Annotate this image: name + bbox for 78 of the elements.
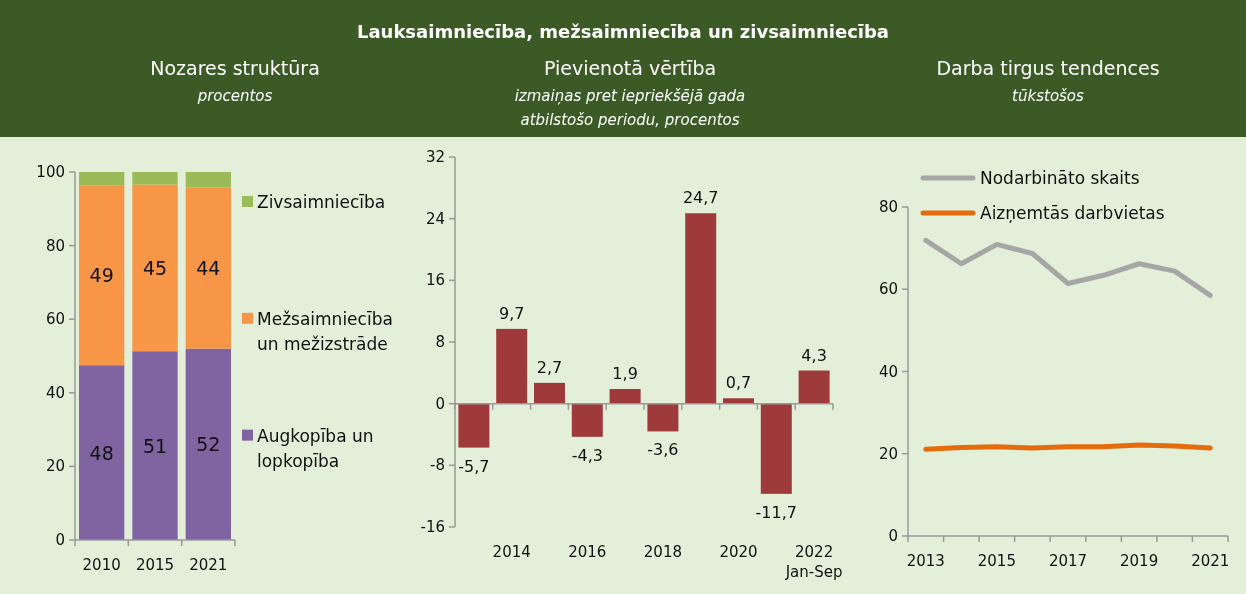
y-tick-label: 20: [878, 444, 898, 463]
bar: [79, 185, 125, 366]
bar: [760, 403, 792, 494]
data-label: 49: [89, 264, 114, 287]
bar: [132, 351, 178, 540]
x-tick-label: 2013: [906, 552, 945, 570]
data-label: 52: [196, 433, 221, 456]
chart-title: Darba tirgus tendences: [936, 57, 1160, 79]
bar: [132, 184, 178, 352]
chart-title: Nozares struktūra: [150, 57, 320, 79]
bar: [79, 365, 125, 540]
y-tick-label: 0: [435, 394, 445, 413]
x-tick-label: 2010: [82, 556, 121, 574]
x-tick-label: 2015: [135, 556, 175, 574]
legend-label: Zivsaimniecība: [257, 192, 386, 212]
legend-label: Augkopība un lopkopība: [257, 425, 374, 471]
y-tick-label: 80: [45, 236, 65, 255]
y-tick-label: 80: [878, 198, 898, 216]
x-tick-label: 2022 Jan-Sep: [784, 543, 843, 581]
bar: [647, 403, 679, 432]
data-label: 0,7: [725, 373, 752, 393]
y-tick-label: 8: [435, 333, 445, 351]
data-label: 1,9: [612, 364, 638, 384]
bar: [185, 172, 231, 188]
y-tick-label: 100: [36, 163, 65, 181]
data-label: -4,3: [571, 445, 603, 465]
bar: [132, 172, 178, 185]
x-tick-label: 2021: [1191, 552, 1230, 570]
y-tick-label: 60: [878, 280, 898, 299]
y-tick-label: 40: [878, 362, 898, 381]
y-tick-label: 60: [45, 310, 65, 329]
x-tick-label: 2014: [492, 543, 531, 561]
x-tick-label: 2019: [1120, 552, 1159, 570]
text: Lauksaimniecība, mežsaimniecība un zivsaimniecība: [356, 21, 890, 42]
bar: [723, 398, 754, 404]
bar: [496, 328, 528, 404]
bar: [185, 348, 231, 540]
data-label: -3,6: [647, 440, 679, 460]
bar: [534, 382, 565, 404]
x-tick-label: 2020: [719, 543, 758, 561]
chart-subtitle: izmaiņas pret iepriekšējā gada atbilstošo periodu, procentos: [514, 87, 746, 129]
data-label: 48: [89, 441, 114, 464]
bar: [798, 370, 830, 404]
y-tick-label: 20: [45, 457, 65, 476]
chart-subtitle: tūkstošos: [1012, 87, 1085, 105]
data-label: 51: [142, 434, 168, 457]
y-tick-label: 16: [425, 271, 445, 290]
bar: [685, 213, 717, 404]
bar: [79, 172, 125, 186]
x-tick-label: 2016: [568, 543, 607, 561]
y-tick-label: 24: [425, 209, 445, 228]
y-tick-label: 40: [45, 383, 65, 402]
data-label: 9,7: [498, 303, 525, 323]
x-tick-label: 2017: [1048, 552, 1088, 570]
legend-label: Nodarbināto skaits: [980, 168, 1140, 188]
bar: [609, 389, 641, 404]
data-label: 4,3: [801, 345, 827, 365]
legend-label: Aizņemtās darbvietas: [980, 203, 1165, 223]
data-label: 44: [196, 257, 221, 280]
y-tick-label: -16: [420, 518, 445, 536]
y-tick-label: 32: [425, 148, 445, 166]
bar: [458, 403, 490, 448]
y-tick-label: 0: [888, 527, 898, 545]
chart-title: Pievienotā vērtība: [543, 57, 717, 79]
data-label: 2,7: [536, 357, 563, 377]
data-label: -5,7: [458, 456, 490, 476]
data-label: 24,7: [682, 188, 719, 208]
data-label: -11,7: [755, 502, 797, 522]
x-tick-label: 2018: [643, 543, 682, 561]
y-tick-label: -8: [430, 456, 445, 475]
x-tick-label: 2015: [977, 552, 1016, 570]
y-tick-label: 0: [55, 531, 65, 549]
x-tick-label: 2021: [189, 556, 228, 574]
bar: [185, 187, 231, 349]
data-label: 45: [142, 256, 168, 279]
bar: [571, 403, 603, 437]
chart-subtitle: procentos: [196, 87, 273, 105]
legend-label: Mežsaimniecība un mežizstrāde: [257, 308, 393, 354]
